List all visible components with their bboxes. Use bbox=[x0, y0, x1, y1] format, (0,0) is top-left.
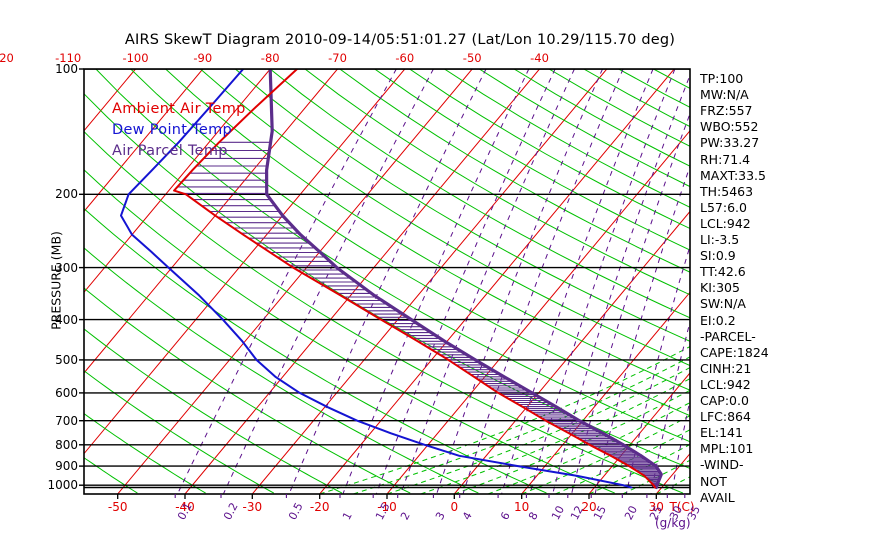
top-temp-tick: -40 bbox=[530, 51, 549, 65]
bottom-temp-tick: -40 bbox=[175, 500, 195, 514]
pressure-axis-label: PRESSURE (MB) bbox=[48, 230, 64, 330]
stat-item: -WIND- bbox=[700, 457, 744, 473]
legend-dew-point-temp: Dew Point Temp bbox=[112, 122, 233, 138]
top-temp-tick: -60 bbox=[395, 51, 415, 65]
bottom-temp-tick: -50 bbox=[107, 500, 128, 514]
pressure-tick: 200 bbox=[55, 187, 78, 202]
stat-item: MW:N/A bbox=[700, 87, 749, 103]
stat-item: AVAIL bbox=[700, 489, 735, 505]
pressure-tick: 1000 bbox=[47, 478, 78, 493]
bottom-temp-tick: 20 bbox=[581, 500, 597, 514]
page-title: AIRS SkewT Diagram 2010-09-14/05:51:01.2… bbox=[124, 32, 676, 48]
legend-air-parcel-temp: Air Parcel Temp bbox=[112, 143, 228, 159]
stat-item: CAP:0.0 bbox=[700, 393, 749, 408]
pressure-tick: 100 bbox=[55, 62, 78, 76]
stat-item: SI:0.9 bbox=[700, 248, 736, 264]
pressure-tick: 500 bbox=[55, 352, 78, 367]
legend-ambient-air-temp: Ambient Air Temp bbox=[112, 101, 246, 117]
bottom-temp-tick: 0 bbox=[450, 500, 459, 514]
top-temp-tick: -80 bbox=[260, 51, 280, 65]
pressure-tick: 600 bbox=[55, 385, 78, 400]
bottom-temp-tick: -30 bbox=[242, 500, 263, 514]
bottom-temp-tick: 30 bbox=[648, 500, 664, 514]
stat-item: CAPE:1824 bbox=[700, 344, 769, 360]
mixing-ratio-axis-label: (g/kg) bbox=[655, 516, 691, 530]
top-temp-tick: -90 bbox=[193, 51, 213, 65]
pressure-tick: 800 bbox=[55, 437, 78, 452]
pressure-tick: 300 bbox=[55, 260, 78, 275]
stat-item: LCL:942 bbox=[700, 215, 751, 231]
top-temp-tick: -70 bbox=[328, 51, 347, 65]
pressure-tick: 400 bbox=[55, 312, 78, 327]
stat-item: WBO:552 bbox=[700, 119, 759, 135]
stat-item: FRZ:557 bbox=[700, 103, 753, 119]
stat-item: LCL:942 bbox=[700, 376, 751, 392]
top-temp-tick: -100 bbox=[122, 51, 149, 65]
stat-item: EL:141 bbox=[700, 425, 743, 441]
stat-item: LI:-3.5 bbox=[700, 232, 740, 247]
stat-item: CINH:21 bbox=[700, 360, 752, 376]
stat-item: TP:100 bbox=[700, 71, 744, 86]
stat-item: NOT bbox=[700, 473, 727, 489]
stat-item: L57:6.0 bbox=[700, 199, 747, 215]
stat-item: RH:71.4 bbox=[700, 151, 751, 167]
stat-item: -PARCEL- bbox=[700, 328, 756, 344]
stat-item: LFC:864 bbox=[700, 409, 751, 425]
stat-item: KI:305 bbox=[700, 280, 740, 296]
pressure-tick: 700 bbox=[55, 413, 78, 428]
bottom-temp-tick: -10 bbox=[377, 500, 397, 514]
bottom-temp-tick: -20 bbox=[309, 500, 330, 514]
pressure-tick: 900 bbox=[55, 459, 78, 474]
bottom-temp-tick: 10 bbox=[514, 500, 530, 514]
stat-item: PW:33.27 bbox=[700, 135, 760, 151]
temperature-axis-label: T(C) bbox=[669, 500, 695, 514]
stat-item: TT:42.6 bbox=[700, 264, 746, 280]
stat-item: SW:N/A bbox=[700, 296, 746, 312]
stat-item: TH:5463 bbox=[700, 183, 754, 199]
stat-item: MPL:101 bbox=[700, 441, 754, 457]
stat-item: EI:0.2 bbox=[700, 312, 736, 328]
top-temp-tick: -110 bbox=[55, 51, 82, 65]
top-temp-tick: -50 bbox=[462, 51, 482, 65]
stat-item: MAXT:33.5 bbox=[700, 167, 766, 183]
top-temp-tick: -120 bbox=[0, 51, 14, 65]
